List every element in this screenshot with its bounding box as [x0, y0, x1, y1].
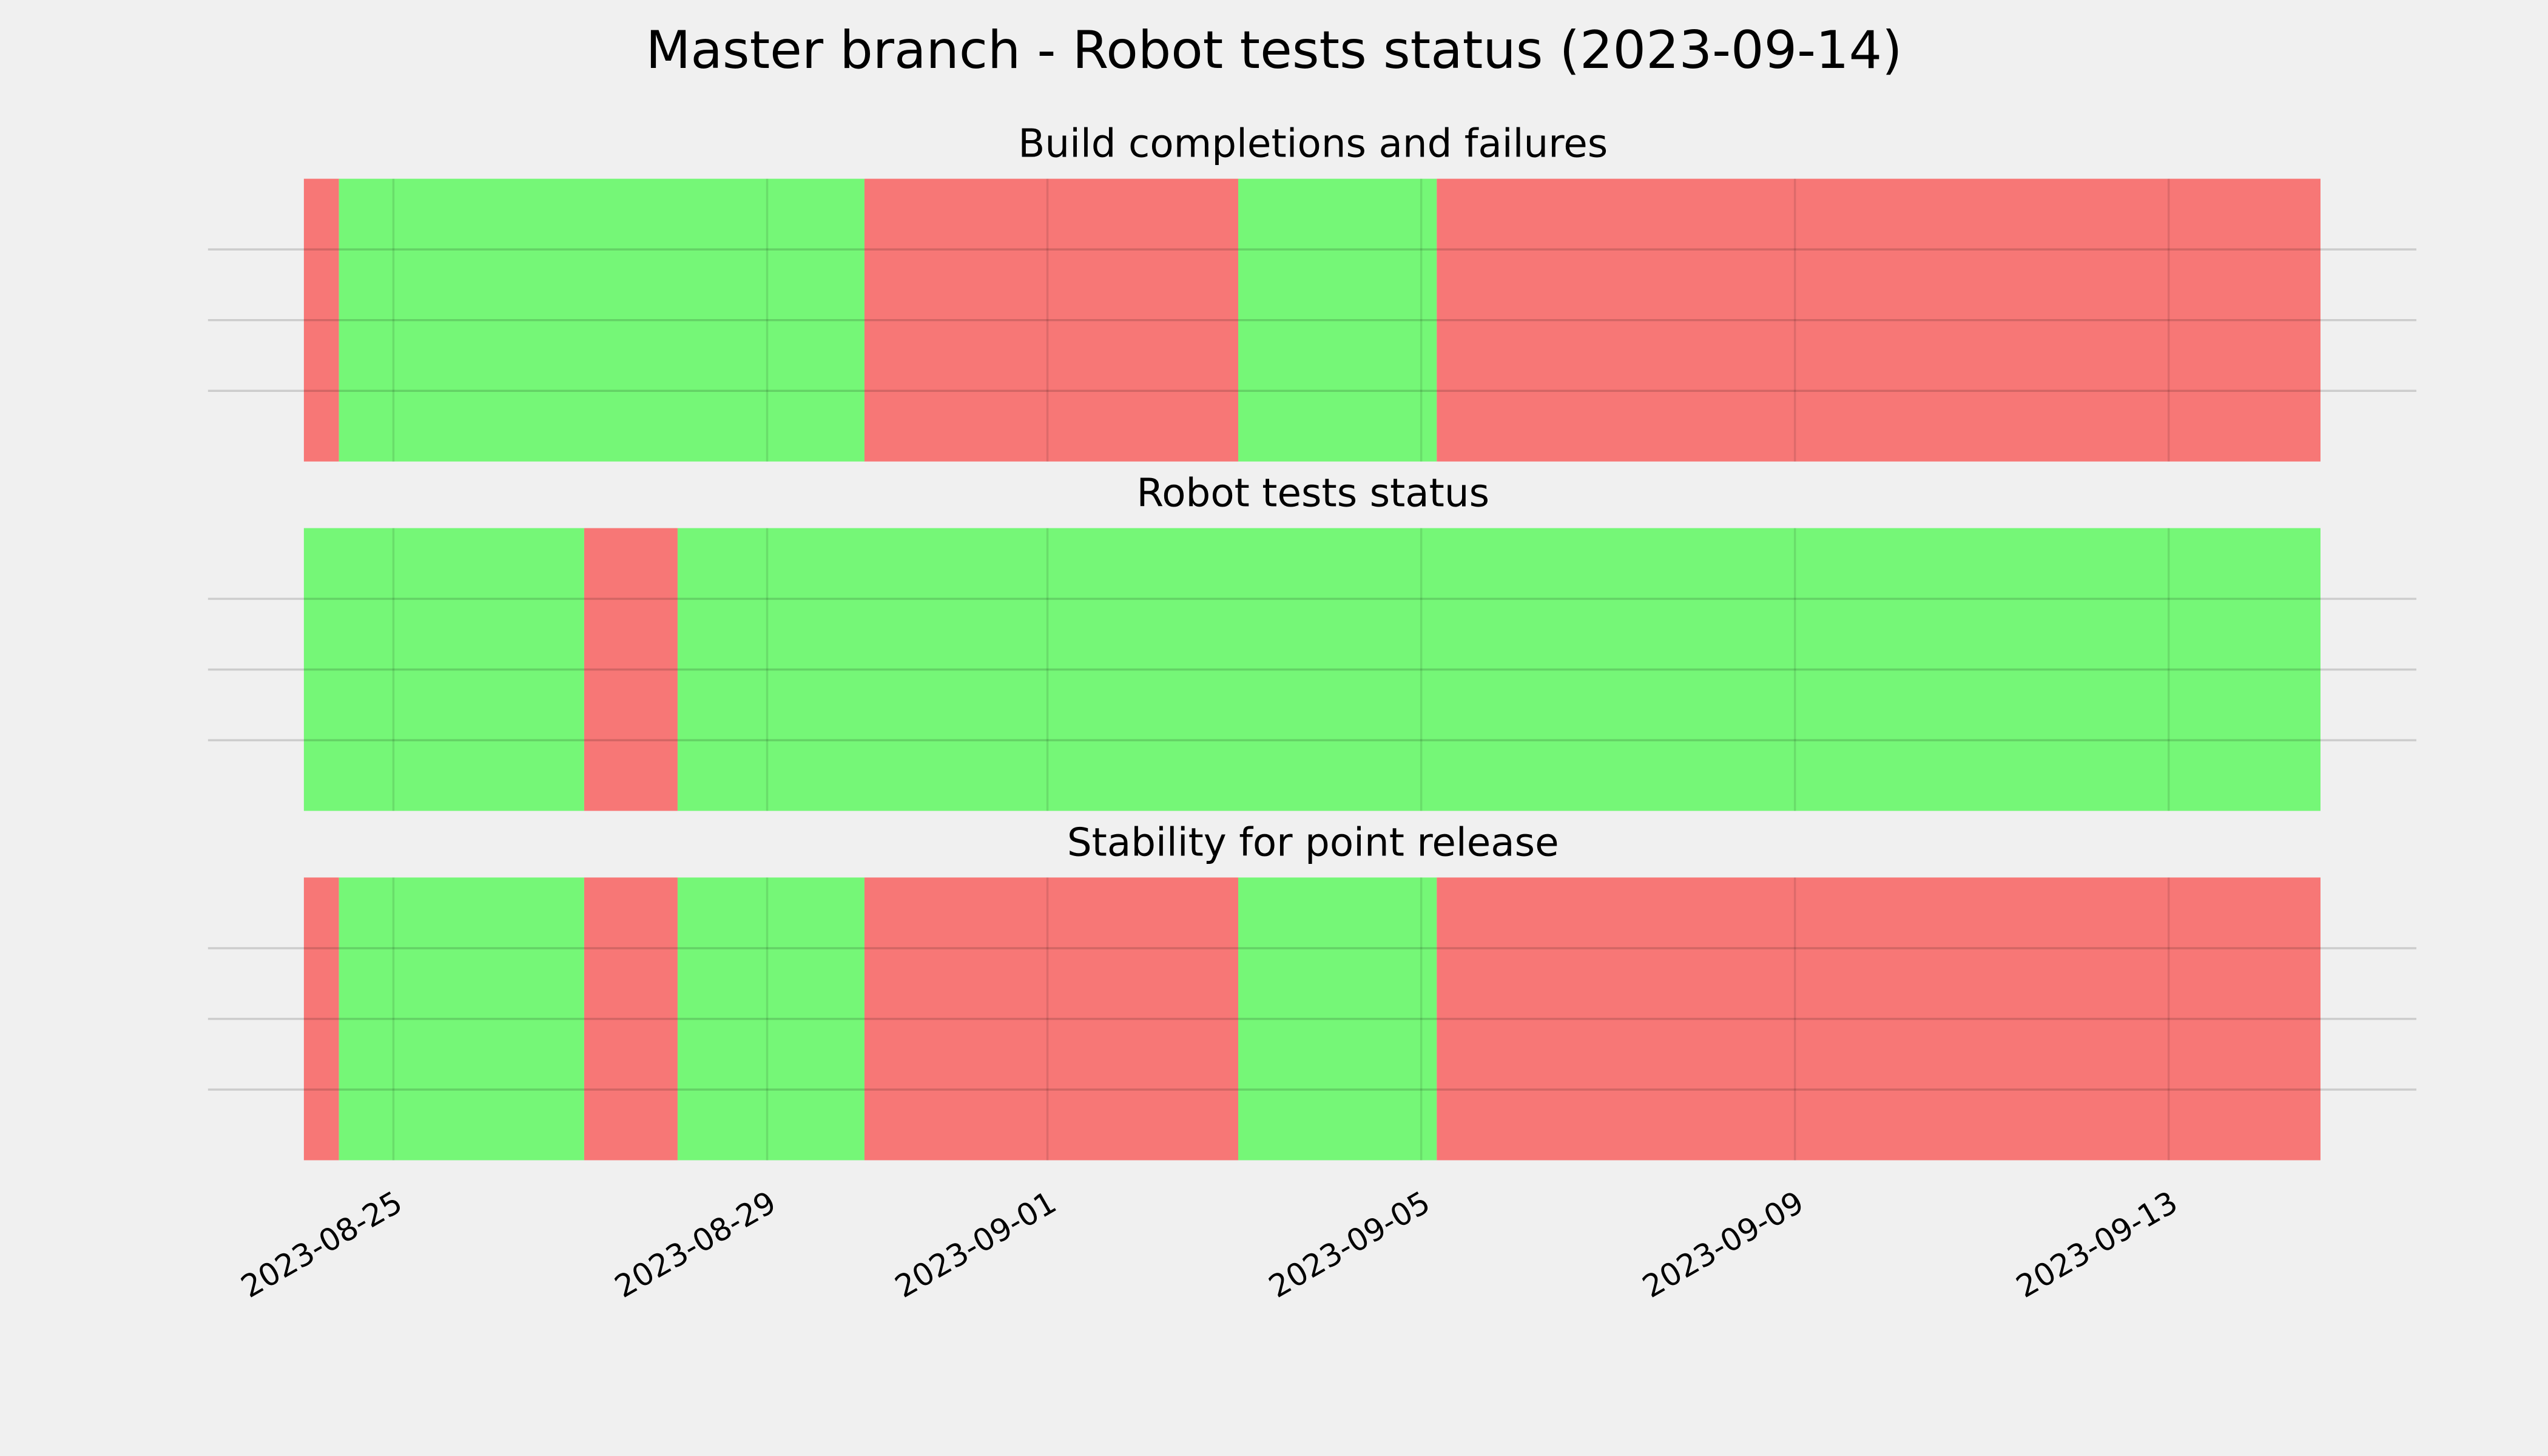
status-segment — [339, 877, 584, 1161]
status-segment — [584, 528, 678, 811]
status-segment — [677, 877, 864, 1161]
status-segment — [864, 178, 1239, 462]
status-segment — [584, 877, 678, 1161]
status-segment — [303, 528, 584, 811]
panel-title: Build completions and failures — [1018, 121, 1608, 167]
panel-title: Robot tests status — [1136, 471, 1489, 516]
status-segment — [1238, 877, 1437, 1161]
status-segment — [1238, 178, 1437, 462]
status-segment — [1437, 178, 2320, 462]
status-segment — [677, 528, 2320, 811]
panel-title: Stability for point release — [1067, 820, 1559, 865]
status-segment — [1437, 877, 2320, 1161]
status-segment — [864, 877, 1239, 1161]
figure-title: Master branch - Robot tests status (2023… — [645, 20, 1902, 81]
status-segment — [303, 178, 339, 462]
status-segment — [339, 178, 864, 462]
status-segment — [303, 877, 339, 1161]
